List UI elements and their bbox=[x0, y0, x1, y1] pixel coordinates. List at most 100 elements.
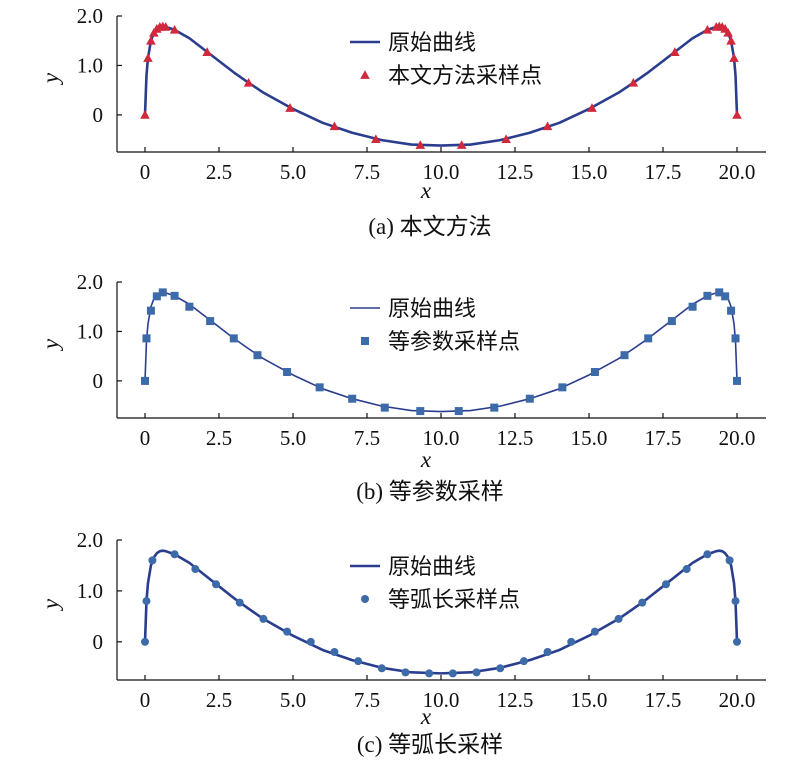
sample-point bbox=[348, 394, 357, 403]
x-tick-label: 5.0 bbox=[280, 160, 306, 184]
sample-point bbox=[638, 598, 647, 607]
sample-point bbox=[725, 556, 734, 565]
sample-point bbox=[715, 288, 724, 297]
sample-point bbox=[160, 22, 171, 31]
legend-sample-marker bbox=[360, 70, 370, 79]
sample-point bbox=[354, 657, 363, 666]
legend-curve-label: 原始曲线 bbox=[388, 31, 476, 56]
chart-panel-c: 0 2.5 5.0 7.5 10.0 12.5 15.0 17.5 20.0 0 1.0 2.0 x y 原… bbox=[38, 528, 766, 757]
sample-point bbox=[472, 668, 481, 677]
sample-point bbox=[543, 648, 552, 656]
sample-point bbox=[143, 53, 153, 62]
sample-point bbox=[283, 368, 292, 377]
sample-point bbox=[202, 47, 212, 56]
sample-point bbox=[141, 376, 149, 385]
chart-panel-a: 0 2.5 5.0 7.5 10.0 12.5 15.0 17.5 20.0 0 1.0 2.0 x y 原… bbox=[38, 4, 766, 239]
y-axis-label: y bbox=[38, 598, 63, 611]
sample-point bbox=[259, 614, 268, 623]
legend-curve-label: 原始曲线 bbox=[388, 555, 476, 580]
sample-point bbox=[142, 597, 151, 606]
x-tick-label: 15.0 bbox=[571, 688, 608, 712]
sample-point bbox=[229, 334, 238, 343]
sample-point bbox=[733, 376, 741, 385]
x-tick-label: 20.0 bbox=[719, 160, 756, 184]
x-tick-label: 12.5 bbox=[497, 426, 534, 450]
sample-point bbox=[490, 403, 499, 412]
sample-point bbox=[146, 306, 155, 315]
y-axis-label: y bbox=[38, 72, 63, 85]
sample-point bbox=[682, 565, 691, 574]
sample-point bbox=[158, 288, 167, 297]
sample-point bbox=[169, 25, 180, 34]
sample-point bbox=[152, 292, 161, 301]
sample-point bbox=[170, 291, 179, 300]
sample-point bbox=[185, 302, 194, 311]
x-tick-label: 10.0 bbox=[423, 160, 460, 184]
sample-point bbox=[496, 664, 505, 673]
sample-point bbox=[723, 28, 733, 37]
sample-point bbox=[519, 657, 528, 666]
panel-caption: (b) 等参数采样 bbox=[356, 479, 504, 504]
sample-point bbox=[212, 580, 221, 589]
x-tick-label: 7.5 bbox=[354, 426, 380, 450]
sample-point bbox=[454, 407, 463, 416]
sample-point bbox=[141, 637, 149, 646]
sample-point bbox=[148, 556, 157, 565]
sample-point bbox=[567, 637, 576, 646]
sample-point bbox=[416, 407, 425, 416]
sample-point bbox=[590, 368, 599, 377]
sample-point bbox=[628, 77, 639, 87]
x-axis-label: x bbox=[420, 178, 432, 203]
sample-point bbox=[191, 565, 200, 574]
x-tick-label: 12.5 bbox=[497, 688, 534, 712]
x-tick-label: 10.0 bbox=[423, 426, 460, 450]
sample-point bbox=[243, 77, 254, 87]
curve-line bbox=[143, 549, 739, 675]
x-tick-label: 15.0 bbox=[571, 160, 608, 184]
sample-point bbox=[729, 53, 739, 62]
legend-curve-label: 原始曲线 bbox=[388, 297, 476, 322]
sample-point bbox=[702, 25, 713, 34]
sample-point bbox=[371, 134, 381, 143]
sample-point bbox=[558, 383, 567, 392]
sample-point bbox=[377, 664, 386, 673]
x-tick-label: 12.5 bbox=[497, 160, 534, 184]
sample-point bbox=[415, 140, 426, 149]
legend-sample-marker bbox=[361, 595, 369, 603]
sample-point bbox=[644, 334, 653, 343]
sample-point bbox=[667, 317, 676, 326]
sample-point bbox=[283, 627, 292, 636]
sample-point bbox=[721, 292, 730, 301]
x-tick-label: 20.0 bbox=[719, 426, 756, 450]
sample-point bbox=[727, 306, 736, 315]
sample-point bbox=[733, 637, 741, 646]
sample-point bbox=[142, 334, 151, 343]
sample-point bbox=[330, 648, 339, 656]
sample-point bbox=[170, 550, 179, 559]
legend-sample-label: 等弧长采样点 bbox=[388, 588, 520, 613]
x-tick-label: 17.5 bbox=[645, 160, 682, 184]
sample-point bbox=[425, 669, 434, 678]
sample-point bbox=[140, 110, 150, 119]
x-tick-label: 5.0 bbox=[280, 426, 306, 450]
y-tick-label: 2.0 bbox=[77, 528, 103, 552]
x-tick-label: 0 bbox=[140, 688, 151, 712]
x-tick-label: 0 bbox=[140, 426, 151, 450]
sample-point bbox=[501, 134, 511, 143]
y-tick-label: 1.0 bbox=[77, 53, 103, 77]
x-tick-label: 7.5 bbox=[354, 688, 380, 712]
sample-point bbox=[661, 580, 670, 589]
sample-point bbox=[306, 637, 315, 646]
sample-point bbox=[401, 668, 410, 677]
sample-point bbox=[525, 394, 534, 403]
sample-point bbox=[315, 383, 324, 392]
y-tick-label: 1.0 bbox=[77, 319, 103, 343]
sample-point bbox=[329, 121, 340, 131]
y-tick-label: 2.0 bbox=[77, 270, 103, 294]
x-tick-label: 20.0 bbox=[719, 688, 756, 712]
x-tick-label: 15.0 bbox=[571, 426, 608, 450]
sample-point bbox=[731, 334, 740, 343]
x-tick-label: 5.0 bbox=[280, 688, 306, 712]
